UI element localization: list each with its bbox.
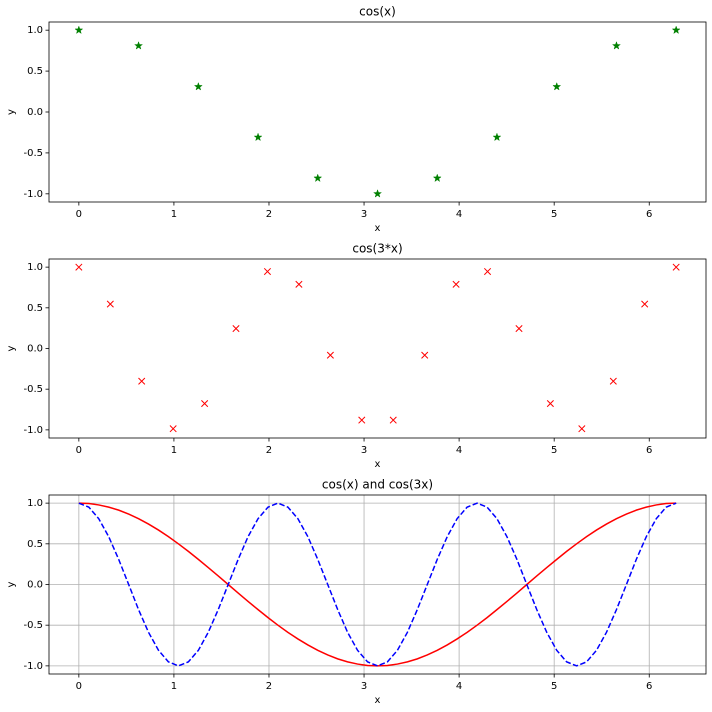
x-axis-label: x [375, 695, 381, 706]
point [313, 173, 323, 183]
x-tick-label: 0 [76, 445, 82, 456]
x-axis-label: x [375, 223, 381, 234]
y-tick-label: -0.5 [23, 620, 43, 631]
point [295, 280, 303, 288]
x-tick-label: 2 [266, 209, 272, 220]
point [483, 267, 492, 276]
y-tick-label: 1.0 [27, 25, 43, 36]
x-tick-label: 0 [76, 681, 82, 692]
point [609, 377, 617, 385]
point [552, 81, 562, 91]
x-tick-label: 3 [361, 681, 367, 692]
y-tick-label: -1.0 [23, 661, 43, 672]
point [611, 41, 621, 50]
x-tick-label: 6 [646, 445, 652, 456]
x-tick-label: 5 [551, 209, 557, 220]
y-tick-label: 0.0 [27, 580, 43, 591]
y-tick-label: 0.5 [27, 303, 43, 314]
x-tick-label: 4 [456, 445, 462, 456]
point [672, 263, 680, 271]
point [263, 267, 272, 276]
line [78, 502, 677, 667]
point [432, 173, 442, 183]
axes-frame [48, 258, 707, 439]
point [106, 300, 114, 308]
axes-frame [48, 21, 707, 203]
chart-title: cos(x) and cos(3x) [322, 478, 433, 492]
point [641, 300, 649, 308]
y-tick-label: 0.0 [27, 107, 43, 118]
point [134, 41, 144, 50]
y-tick-label: -0.5 [23, 148, 43, 159]
x-tick-label: 6 [646, 209, 652, 220]
y-tick-label: -1.0 [23, 189, 43, 200]
point [373, 189, 383, 198]
x-tick-label: 5 [551, 445, 557, 456]
axes-frame [48, 494, 707, 675]
x-tick-label: 5 [551, 681, 557, 692]
x-tick-label: 1 [171, 445, 177, 456]
point [169, 425, 177, 433]
y-tick-label: 0.5 [27, 66, 43, 77]
x-tick-label: 4 [456, 681, 462, 692]
y-tick-label: 0.5 [27, 539, 43, 550]
point [75, 263, 83, 271]
chart-title: cos(x) [359, 5, 396, 19]
point [74, 25, 84, 35]
point [671, 25, 681, 35]
point [578, 425, 586, 433]
point [232, 325, 240, 333]
x-tick-label: 2 [266, 445, 272, 456]
y-axis-label: y [6, 345, 17, 351]
y-tick-label: -1.0 [23, 425, 43, 436]
x-tick-label: 3 [361, 209, 367, 220]
x-tick-label: 1 [171, 209, 177, 220]
point [201, 400, 209, 408]
y-tick-label: 1.0 [27, 262, 43, 273]
x-tick-label: 6 [646, 681, 652, 692]
x-tick-label: 1 [171, 681, 177, 692]
plot-area [49, 259, 706, 438]
y-axis-label: y [6, 109, 17, 115]
line [78, 502, 677, 667]
point [193, 81, 203, 91]
point [389, 416, 397, 424]
point [515, 325, 523, 333]
y-axis-label: y [6, 581, 17, 587]
chart-title: cos(3*x) [352, 242, 402, 256]
point [253, 132, 263, 142]
x-axis-label: x [375, 459, 381, 470]
point [546, 400, 554, 408]
x-tick-label: 3 [361, 445, 367, 456]
point [421, 351, 429, 359]
point [138, 377, 146, 385]
point [326, 351, 334, 359]
point [358, 416, 366, 424]
point [492, 132, 502, 142]
y-tick-label: 0.0 [27, 344, 43, 355]
point [452, 280, 460, 288]
y-tick-label: 1.0 [27, 498, 43, 509]
x-tick-label: 2 [266, 681, 272, 692]
y-tick-label: -0.5 [23, 384, 43, 395]
x-tick-label: 4 [456, 209, 462, 220]
x-tick-label: 0 [76, 209, 82, 220]
plot-area [49, 22, 706, 202]
